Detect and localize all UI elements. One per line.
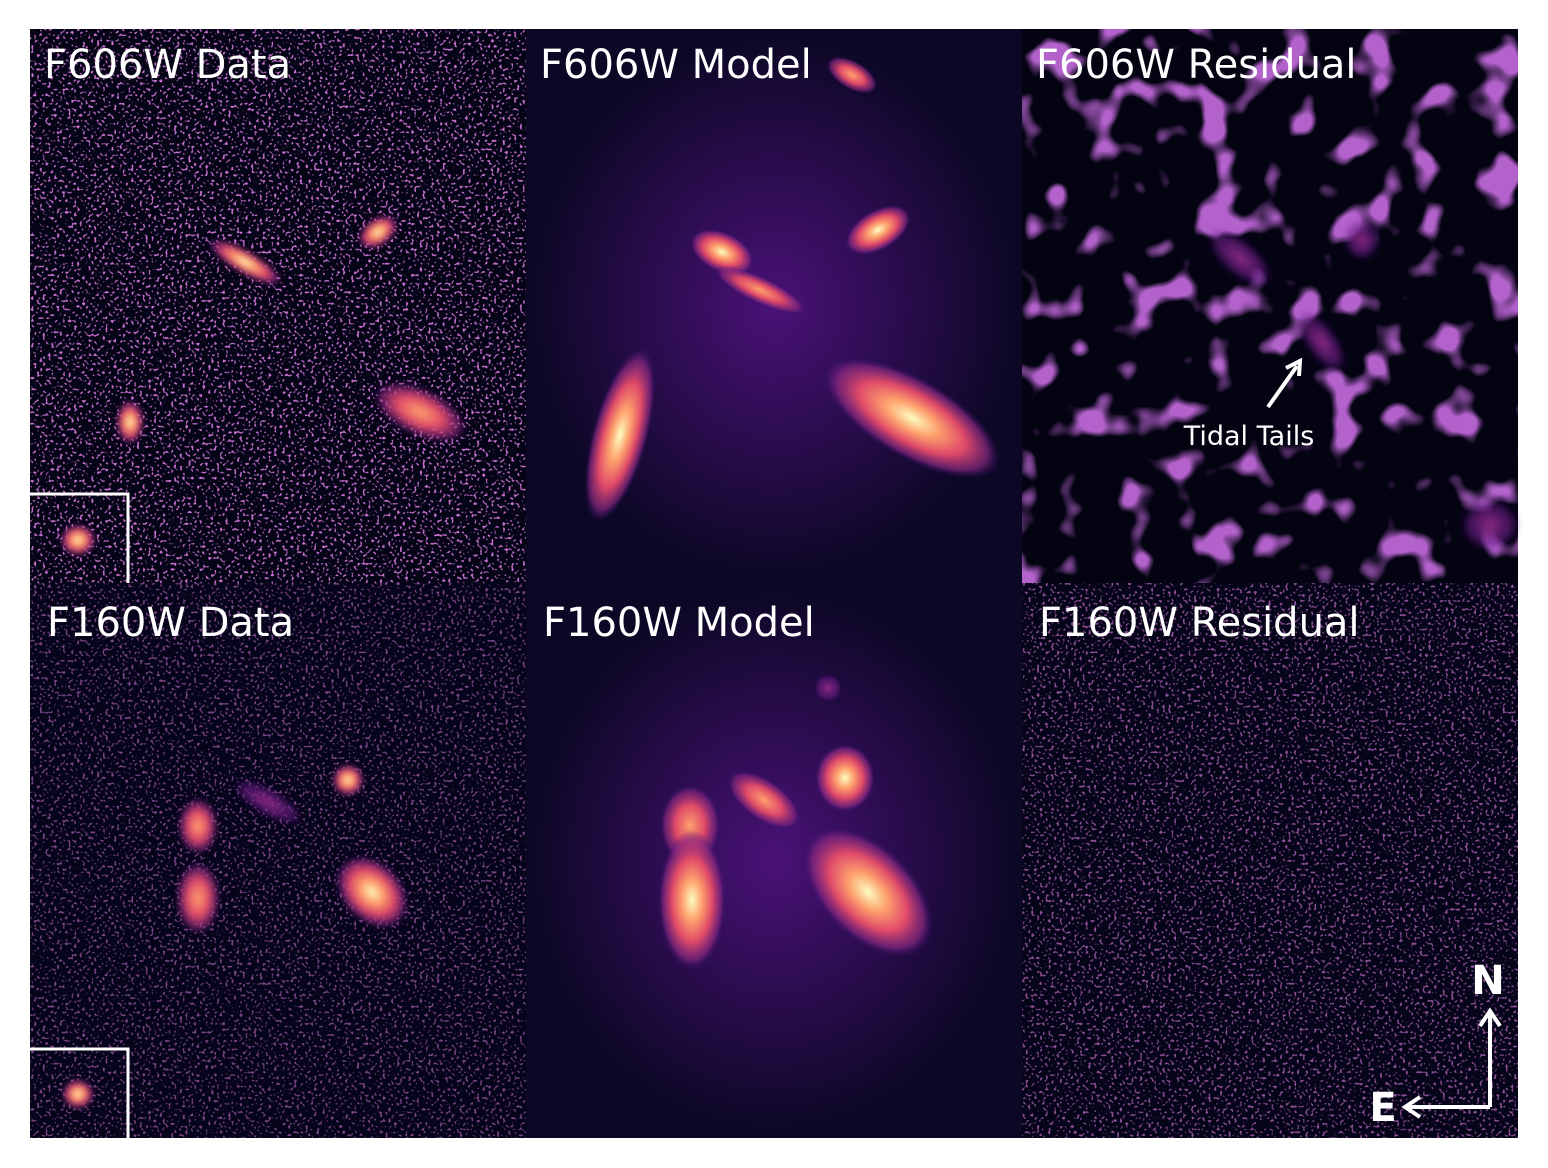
residual-structure xyxy=(1022,29,1518,583)
panel-label: F160W Model xyxy=(543,600,815,646)
panel-label: F160W Residual xyxy=(1039,600,1360,646)
residual-knots xyxy=(1207,220,1520,551)
east-arrow xyxy=(1401,1095,1490,1119)
sources xyxy=(62,764,409,1109)
inset-frame xyxy=(30,492,130,583)
arrow xyxy=(1266,364,1299,409)
north-arrow xyxy=(1478,1007,1502,1107)
annotation: Tidal Tails xyxy=(1183,421,1315,452)
model-sources xyxy=(584,56,1001,523)
panel-label: F606W Data xyxy=(44,42,291,88)
compass-east: E xyxy=(1369,1085,1396,1131)
noise xyxy=(1022,583,1518,1138)
model-sources xyxy=(658,674,934,970)
arrow-head xyxy=(1285,357,1303,377)
panel-bg xyxy=(526,583,1022,1138)
inset-frame xyxy=(30,1047,130,1138)
panel-label: F160W Data xyxy=(47,600,294,646)
noise xyxy=(30,583,526,1138)
panel-label: F606W Residual xyxy=(1036,42,1357,88)
sources xyxy=(60,214,467,556)
panel-label: F606W Model xyxy=(540,42,812,88)
compass-north: N xyxy=(1471,958,1504,1004)
noise xyxy=(30,29,526,583)
